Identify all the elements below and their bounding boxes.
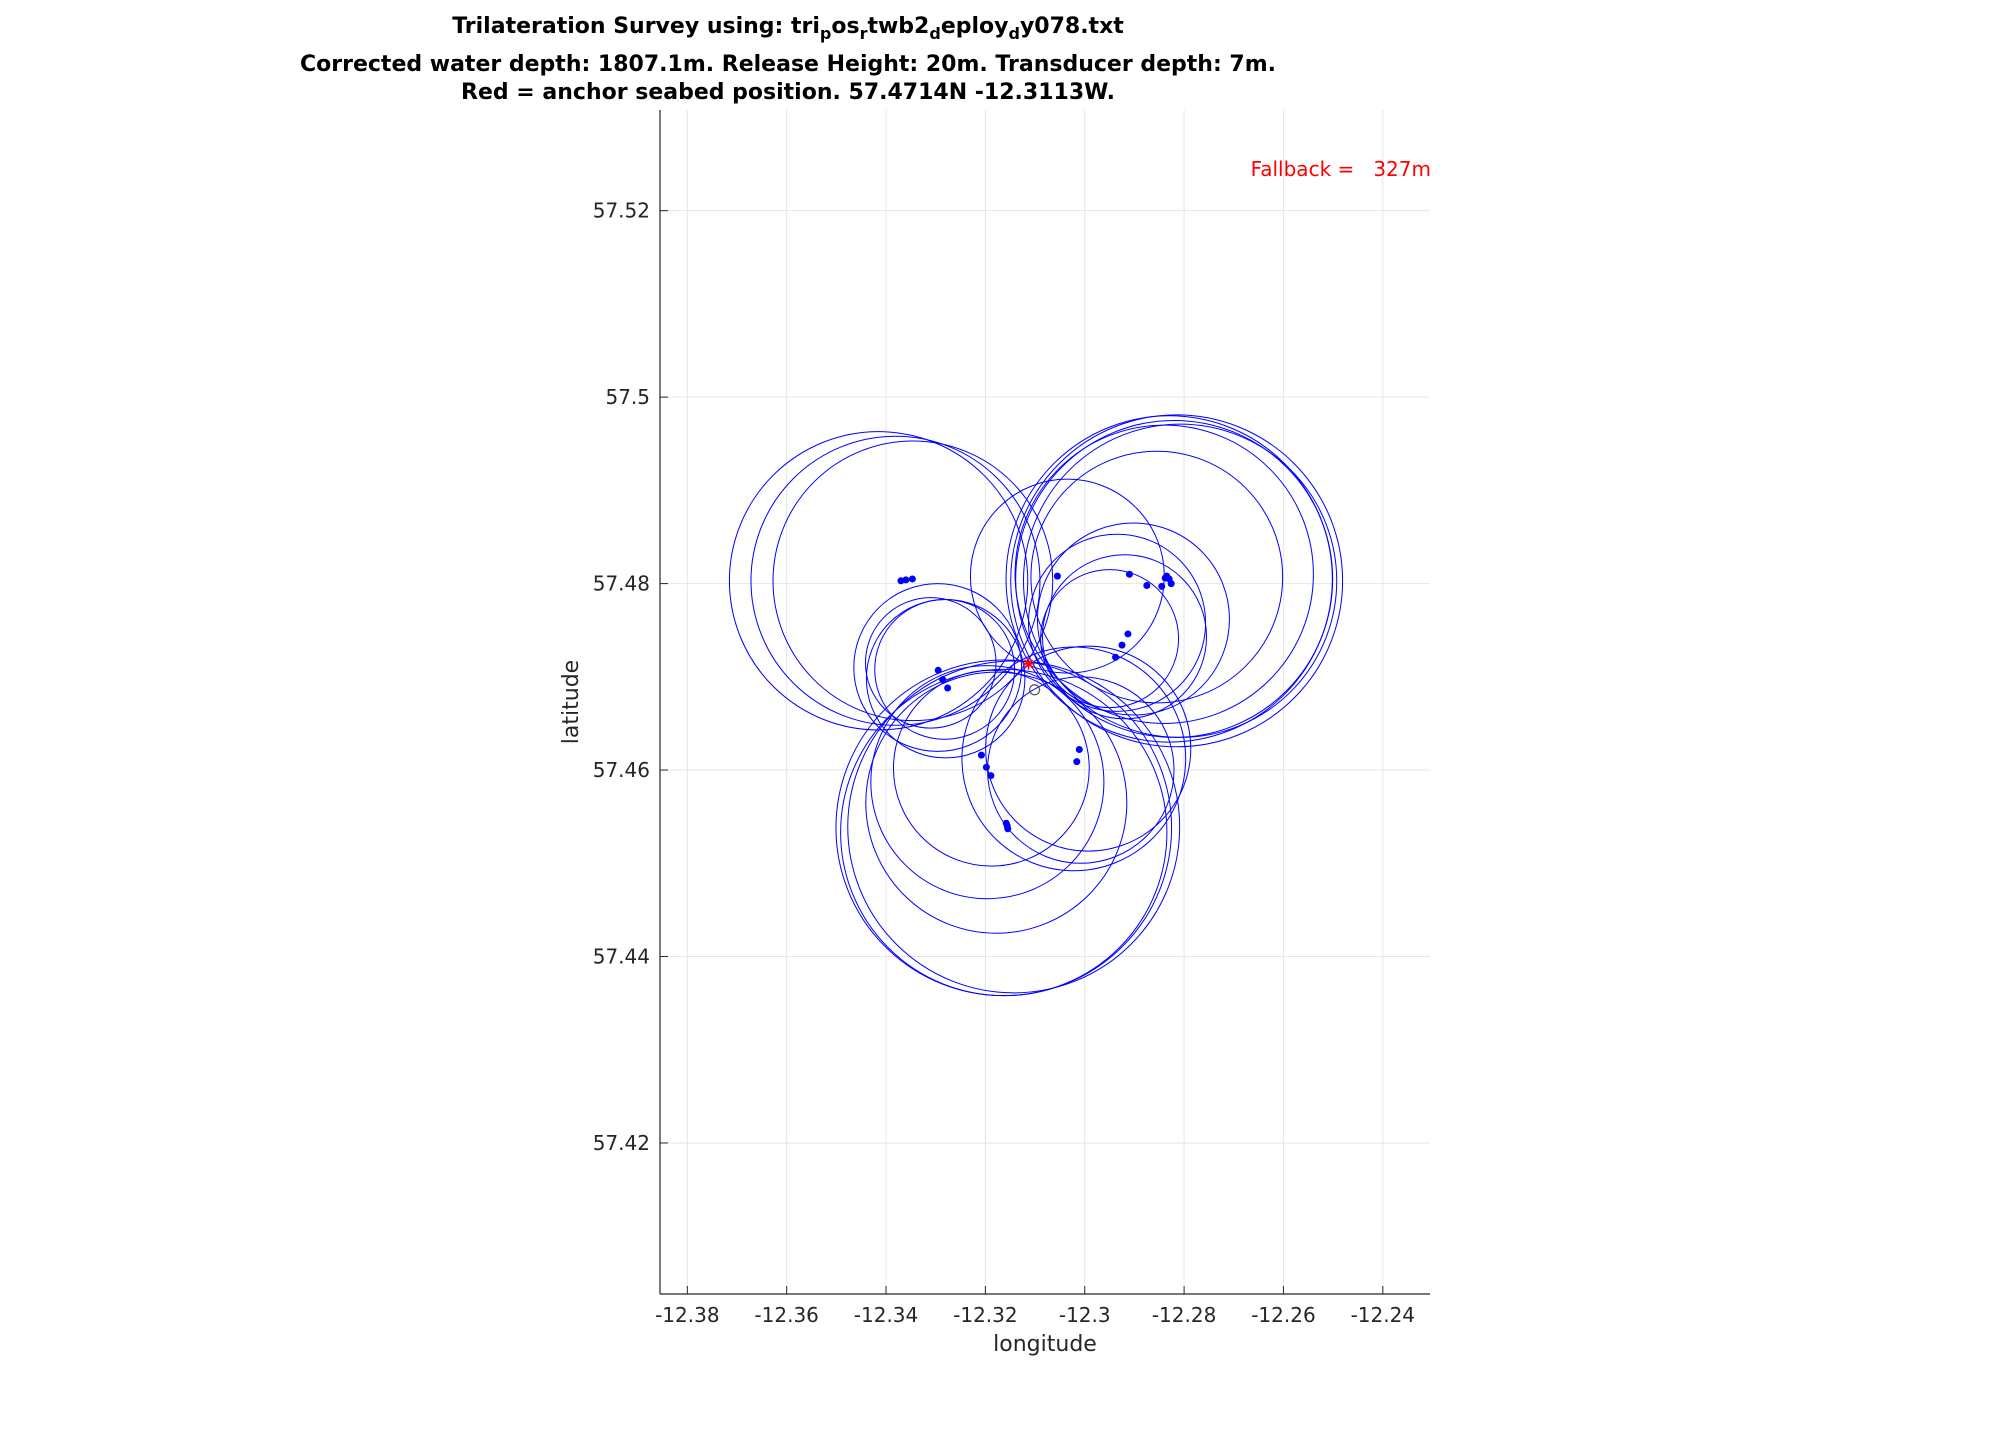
survey-point [1143, 581, 1151, 589]
title-subscript: p [820, 24, 831, 43]
survey-point [1118, 641, 1126, 649]
axis-ticks: -12.38 -12.36 -12.34 -12.32 -12.3 -12.28 -12.2… [593, 199, 1415, 1327]
chart-title-line-1: Trilateration Survey using: triposrtwb2d… [452, 14, 1124, 43]
range-circle [864, 597, 997, 729]
range-circle [985, 645, 1192, 852]
survey-point [908, 575, 916, 583]
fallback-annotation: Fallback = 327m [1251, 157, 1431, 181]
survey-point [1158, 582, 1166, 590]
x-tick-label: -12.24 [1351, 1303, 1415, 1327]
y-tick-label: 57.44 [593, 945, 650, 969]
x-tick-label: -12.3 [1059, 1303, 1111, 1327]
survey-point [982, 763, 990, 771]
range-circle [1041, 554, 1208, 720]
survey-point [987, 772, 995, 780]
survey-point [939, 676, 947, 684]
y-tick-label: 57.52 [593, 199, 650, 223]
y-tick-label: 57.46 [593, 758, 650, 782]
range-circle [865, 671, 1128, 934]
title-segment: os [831, 14, 859, 39]
title-segment: y078.txt [1020, 14, 1124, 39]
survey-point [1073, 758, 1081, 766]
x-tick-label: -12.32 [953, 1303, 1017, 1327]
survey-point [1125, 570, 1133, 578]
x-tick-label: -12.38 [655, 1303, 719, 1327]
range-circle [1036, 522, 1230, 716]
range-circle [1014, 424, 1314, 724]
title-subscript: r [860, 24, 868, 43]
x-axis-label: longitude [993, 1332, 1097, 1357]
survey-point [1053, 572, 1061, 580]
chart-title-line-3: Red = anchor seabed position. 57.4714N -… [461, 80, 1115, 105]
survey-point [902, 576, 910, 584]
range-circle [847, 660, 1181, 994]
range-circle [1040, 569, 1180, 709]
y-tick-label: 57.42 [593, 1131, 650, 1155]
survey-point [934, 666, 942, 674]
title-subscript: d [1008, 24, 1019, 43]
range-circle [1027, 533, 1207, 712]
anchor-position-marker [1022, 657, 1035, 670]
survey-point [1124, 630, 1132, 638]
range-circle [1010, 414, 1344, 748]
chart-title-line-2: Corrected water depth: 1807.1m. Release … [300, 52, 1276, 77]
anchor-marker-stroke [1024, 659, 1034, 669]
y-axis-label: latitude [559, 660, 584, 744]
plot-area [658, 110, 1430, 1294]
title-segment: eploy [941, 14, 1009, 39]
x-tick-label: -12.28 [1152, 1303, 1216, 1327]
survey-point [1112, 653, 1120, 661]
x-tick-label: -12.34 [854, 1303, 918, 1327]
y-tick-label: 57.48 [593, 572, 650, 596]
range-circle [835, 659, 1173, 997]
range-circle [1015, 419, 1334, 738]
range-circle [1030, 450, 1284, 704]
range-circle [750, 435, 1041, 726]
deployment-marker [1029, 684, 1041, 696]
range-circle [892, 669, 1090, 867]
range-circle [870, 665, 1105, 900]
survey-point [977, 751, 985, 759]
x-tick-label: -12.36 [754, 1303, 818, 1327]
data-layer [728, 414, 1344, 997]
survey-point [1167, 580, 1175, 588]
survey-point [1161, 574, 1169, 582]
x-tick-label: -12.26 [1251, 1303, 1315, 1327]
title-subscript: d [929, 24, 940, 43]
gridlines [660, 110, 1430, 1294]
y-tick-label: 57.5 [605, 385, 650, 409]
survey-point [1075, 746, 1083, 754]
range-circle [772, 440, 1054, 722]
survey-point [944, 684, 952, 692]
range-circle [853, 583, 1023, 752]
title-segment: twb2 [867, 14, 929, 39]
survey-point [1004, 825, 1012, 833]
